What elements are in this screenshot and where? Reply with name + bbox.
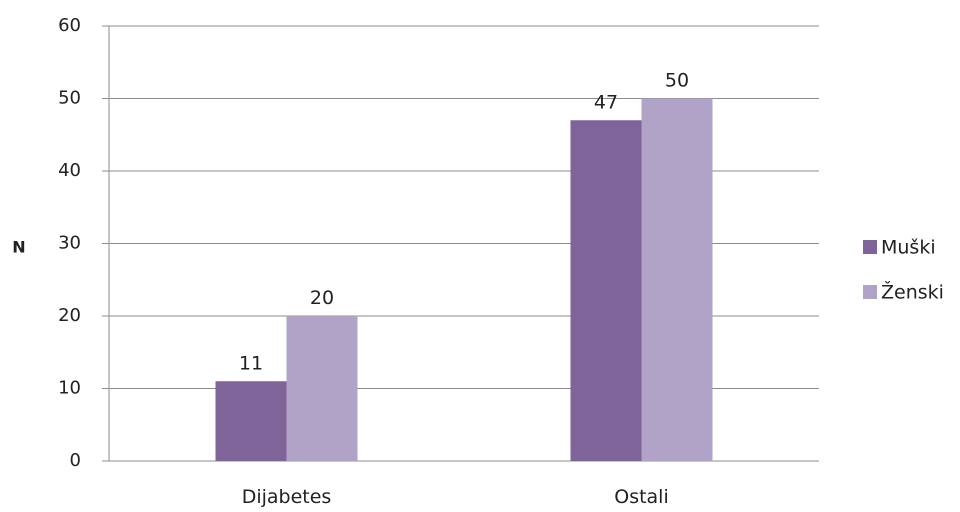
legend-label: Muški (881, 237, 936, 259)
data-label: 20 (310, 287, 334, 309)
y-axis-title: N (12, 238, 25, 257)
legend-label: Ženski (881, 281, 944, 304)
bars (215, 98, 713, 461)
y-tick-label: 50 (58, 88, 81, 109)
data-labels: 11 20 47 50 (239, 70, 689, 375)
x-category-label: Ostali (614, 486, 669, 508)
y-tick-label: 60 (58, 15, 81, 36)
y-tick-label: 0 (70, 450, 81, 471)
legend-swatch (863, 285, 877, 299)
bar-muski-0 (215, 381, 287, 461)
legend: Muški Ženski (863, 237, 944, 304)
y-tick-label: 20 (58, 305, 81, 326)
y-tick-label: 10 (58, 378, 81, 399)
x-category-label: Dijabetes (242, 486, 332, 508)
bar-zenski-1 (641, 98, 713, 461)
bar-zenski-0 (286, 316, 358, 461)
data-label: 50 (665, 70, 689, 92)
x-axis-categories: Dijabetes Ostali (242, 486, 669, 508)
y-tick-label: 40 (58, 160, 81, 181)
y-axis-ticks: 0 10 20 30 40 50 60 (58, 15, 109, 471)
y-tick-label: 30 (58, 233, 81, 254)
bar-muski-1 (570, 120, 642, 461)
data-label: 47 (594, 91, 618, 113)
legend-swatch (863, 240, 877, 254)
data-label: 11 (239, 352, 263, 374)
